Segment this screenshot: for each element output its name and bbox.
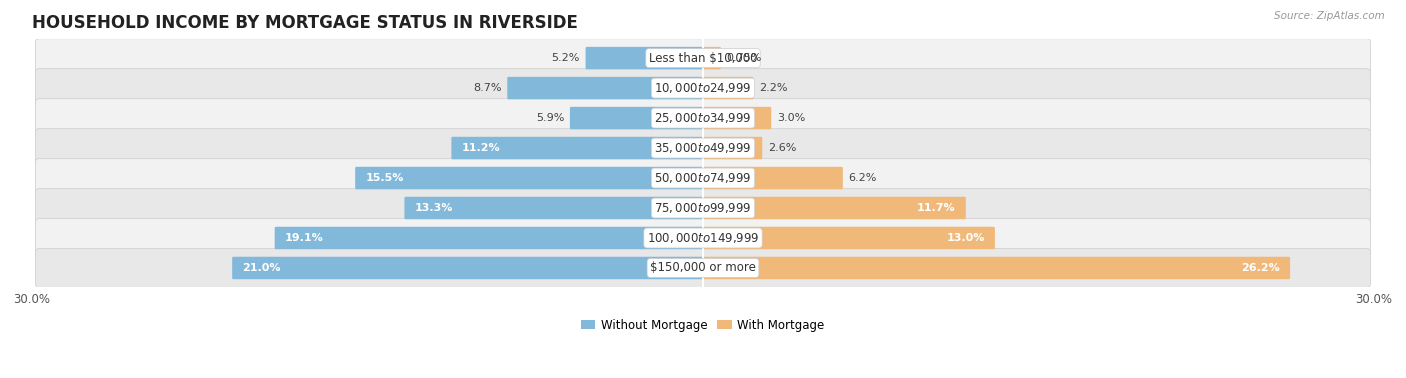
Text: 19.1%: 19.1% bbox=[285, 233, 323, 243]
FancyBboxPatch shape bbox=[702, 227, 995, 249]
Text: $35,000 to $49,999: $35,000 to $49,999 bbox=[654, 141, 752, 155]
Legend: Without Mortgage, With Mortgage: Without Mortgage, With Mortgage bbox=[576, 314, 830, 336]
Text: 13.0%: 13.0% bbox=[946, 233, 984, 243]
FancyBboxPatch shape bbox=[35, 189, 1371, 227]
FancyBboxPatch shape bbox=[35, 129, 1371, 167]
FancyBboxPatch shape bbox=[702, 257, 1291, 279]
Text: 6.2%: 6.2% bbox=[848, 173, 877, 183]
Text: $25,000 to $34,999: $25,000 to $34,999 bbox=[654, 111, 752, 125]
FancyBboxPatch shape bbox=[35, 218, 1371, 257]
Text: 26.2%: 26.2% bbox=[1241, 263, 1279, 273]
Text: 21.0%: 21.0% bbox=[242, 263, 281, 273]
FancyBboxPatch shape bbox=[702, 197, 966, 219]
FancyBboxPatch shape bbox=[35, 249, 1371, 287]
Text: Source: ZipAtlas.com: Source: ZipAtlas.com bbox=[1274, 11, 1385, 21]
FancyBboxPatch shape bbox=[35, 159, 1371, 197]
Text: 2.6%: 2.6% bbox=[768, 143, 796, 153]
Text: $150,000 or more: $150,000 or more bbox=[650, 262, 756, 274]
FancyBboxPatch shape bbox=[35, 99, 1371, 138]
FancyBboxPatch shape bbox=[702, 137, 762, 159]
FancyBboxPatch shape bbox=[702, 167, 842, 189]
Text: $50,000 to $74,999: $50,000 to $74,999 bbox=[654, 171, 752, 185]
Text: 15.5%: 15.5% bbox=[366, 173, 404, 183]
FancyBboxPatch shape bbox=[405, 197, 704, 219]
Text: 2.2%: 2.2% bbox=[759, 83, 787, 93]
FancyBboxPatch shape bbox=[585, 47, 704, 69]
FancyBboxPatch shape bbox=[356, 167, 704, 189]
FancyBboxPatch shape bbox=[702, 107, 772, 129]
Text: $10,000 to $24,999: $10,000 to $24,999 bbox=[654, 81, 752, 95]
Text: 11.2%: 11.2% bbox=[461, 143, 501, 153]
Text: HOUSEHOLD INCOME BY MORTGAGE STATUS IN RIVERSIDE: HOUSEHOLD INCOME BY MORTGAGE STATUS IN R… bbox=[32, 14, 578, 31]
FancyBboxPatch shape bbox=[274, 227, 704, 249]
Text: 5.9%: 5.9% bbox=[536, 113, 564, 123]
FancyBboxPatch shape bbox=[569, 107, 704, 129]
Text: 3.0%: 3.0% bbox=[776, 113, 806, 123]
Text: 5.2%: 5.2% bbox=[551, 53, 581, 63]
FancyBboxPatch shape bbox=[35, 39, 1371, 77]
FancyBboxPatch shape bbox=[702, 77, 754, 99]
FancyBboxPatch shape bbox=[232, 257, 704, 279]
FancyBboxPatch shape bbox=[702, 47, 721, 69]
Text: 0.75%: 0.75% bbox=[727, 53, 762, 63]
Text: $100,000 to $149,999: $100,000 to $149,999 bbox=[647, 231, 759, 245]
Text: Less than $10,000: Less than $10,000 bbox=[648, 52, 758, 65]
FancyBboxPatch shape bbox=[508, 77, 704, 99]
Text: 13.3%: 13.3% bbox=[415, 203, 453, 213]
Text: 11.7%: 11.7% bbox=[917, 203, 956, 213]
FancyBboxPatch shape bbox=[35, 69, 1371, 107]
FancyBboxPatch shape bbox=[451, 137, 704, 159]
Text: 8.7%: 8.7% bbox=[474, 83, 502, 93]
Text: $75,000 to $99,999: $75,000 to $99,999 bbox=[654, 201, 752, 215]
